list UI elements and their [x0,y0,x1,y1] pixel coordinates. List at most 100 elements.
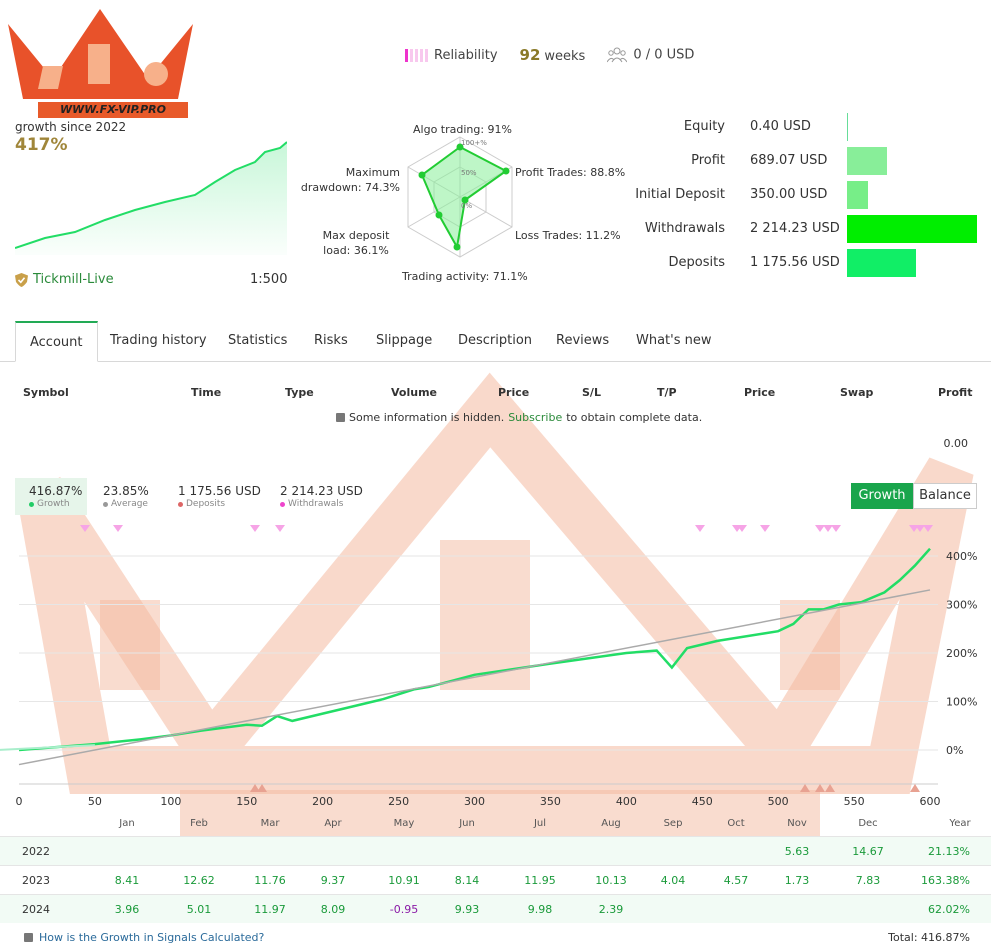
x-tick-label: 550 [844,795,865,808]
reliability[interactable]: Reliability [405,48,498,63]
info-square-icon [336,413,345,422]
growth-value: 417% [15,135,68,155]
growth-calc-link[interactable]: How is the Growth in Signals Calculated? [24,931,264,944]
withdrawal-marker [737,525,747,532]
x-tick-label: 250 [388,795,409,808]
broker[interactable]: Tickmill-Live [15,272,114,287]
col-tp[interactable]: T/P [657,386,677,399]
legend-growth[interactable]: 416.87% Growth [29,484,82,509]
month-value-cell: 11.95 [524,874,556,887]
deposit-marker [910,784,920,792]
x-tick-label: 500 [768,795,789,808]
withdrawal-marker [831,525,841,532]
month-header: Year [949,818,971,829]
growth-chart: 0% 100% 200% 300% 400% 0 50 100 150 200 250 300 350 4… [0,525,977,808]
financial-value: 0.40 USD [750,119,811,134]
financial-row: Profit 689.07 USD [620,147,980,177]
legend-growth-value: 416.87% [29,484,83,498]
deposit-marker [825,784,835,792]
legend-average-dot [103,501,108,507]
month-value-cell: 8.14 [454,874,480,887]
x-tick-label: 100 [160,795,181,808]
tab-risks[interactable]: Risks [314,333,348,348]
col-symbol[interactable]: Symbol [23,386,69,399]
x-tick-label: 150 [236,795,257,808]
month-value-cell: 11.76 [254,874,286,887]
balance-toggle-button[interactable]: Balance [913,483,977,509]
financial-bar [847,215,977,243]
financial-label: Profit [691,153,725,168]
tab-whats-new[interactable]: What's new [636,333,712,348]
logo-text: WWW.FX-VIP.PRO [38,102,188,118]
tab-trading-history[interactable]: Trading history [110,333,207,348]
col-volume[interactable]: Volume [391,386,437,399]
month-value-cell: 9.93 [454,903,480,916]
tab-account[interactable]: Account [15,321,98,362]
month-header: Apr [324,818,342,829]
x-tick-label: 200 [312,795,333,808]
col-price[interactable]: Price [498,386,530,399]
growth-calc-link-text: How is the Growth in Signals Calculated? [39,931,265,944]
legend-growth-dot [29,501,34,507]
month-value-cell: 3.96 [114,903,140,916]
crown-logo-icon [8,9,193,99]
shield-check-icon [15,272,28,287]
y-tick-label: 0% [946,744,963,757]
radar-tick-50: 50% [461,169,477,177]
financial-bar [847,113,848,141]
tab-slippage[interactable]: Slippage [376,333,433,348]
radar-tick-100: 100+% [461,139,487,147]
month-header: Mar [260,818,280,829]
table-row: 2024 3.96 5.01 11.97 8.09 -0.95 9.93 9.98 2.39 62… [0,894,991,923]
month-value-cell: 11.97 [254,903,286,916]
profit-total: 0.00 [943,437,969,450]
month-value-cell: 10.13 [595,874,627,887]
legend-withdrawals-label: Withdrawals [288,499,344,509]
info-square-icon [24,933,33,942]
subscribe-link[interactable]: Subscribe [508,411,563,424]
tab-statistics[interactable]: Statistics [228,333,288,348]
col-time[interactable]: Time [191,386,222,399]
col-type[interactable]: Type [285,386,314,399]
month-value-cell: 5.01 [186,903,212,916]
month-value-cell: 4.57 [723,874,749,887]
deposit-marker [250,784,260,792]
legend-withdrawals-value: 2 214.23 USD [280,484,363,498]
withdrawal-marker [923,525,933,532]
col-close-price[interactable]: Price [744,386,776,399]
col-profit[interactable]: Profit [938,386,973,399]
withdrawal-marker [760,525,770,532]
month-value-cell: 2.39 [598,903,624,916]
financial-value: 689.07 USD [750,153,828,168]
year-label: 2022 [22,845,50,858]
radar-label-drawdown: Maximum drawdown: 74.3% [300,166,400,194]
growth-toggle-button[interactable]: Growth [851,483,913,509]
withdrawal-marker [275,525,285,532]
tab-description[interactable]: Description [458,333,533,348]
financial-row: Initial Deposit 350.00 USD [620,181,980,211]
x-tick-label: 400 [616,795,637,808]
tab-reviews[interactable]: Reviews [556,333,610,348]
hidden-note-suffix: to obtain complete data. [566,411,703,424]
radar-label-deposit-load: Max deposit load: 36.1% [322,229,390,257]
table-row: 2022 5.63 14.67 21.13% [0,836,991,865]
year-total-cell: 62.02% [928,903,970,916]
col-sl[interactable]: S/L [582,386,601,399]
financial-label: Equity [683,119,725,134]
legend-average-label: Average [111,499,148,509]
month-header: Jul [533,818,547,829]
legend-deposits[interactable]: 1 175.56 USD Deposits [178,484,261,509]
col-swap[interactable]: Swap [840,386,874,399]
legend-average[interactable]: 23.85% Average [103,484,149,509]
total-growth: Total: 416.87% [888,931,970,944]
month-header: Jan [119,818,135,829]
reliability-bars-icon [405,48,428,62]
site-logo: WWW.FX-VIP.PRO [8,4,193,118]
leverage: 1:500 [250,272,288,287]
radar-label-activity: Trading activity: 71.1% [402,270,528,283]
month-value-cell: 12.62 [183,874,215,887]
month-value-cell: 9.98 [527,903,553,916]
weeks: 92 weeks [520,46,586,64]
legend-withdrawals[interactable]: 2 214.23 USD Withdrawals [280,484,363,509]
y-tick-label: 300% [946,599,977,612]
